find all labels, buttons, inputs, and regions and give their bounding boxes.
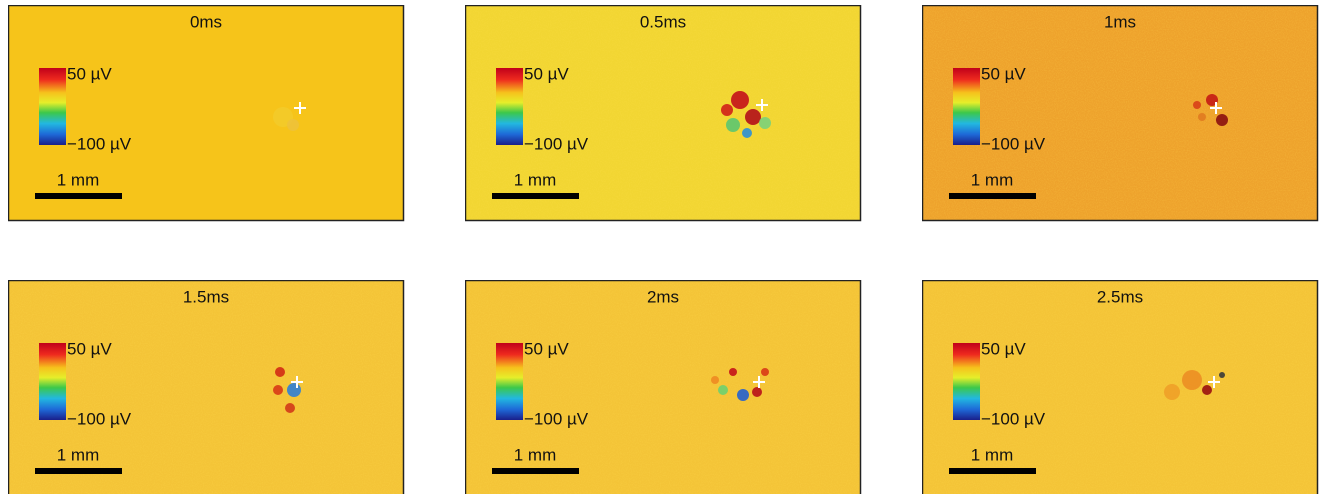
stimulus-marker — [294, 102, 306, 114]
scale-bar-label: 1 mm — [57, 170, 100, 189]
colorbar-min-label: −100 µV — [67, 134, 132, 153]
heatmap-noise — [922, 5, 1318, 221]
colorbar-min-label: −100 µV — [524, 409, 589, 428]
heatmap-noise — [465, 280, 861, 494]
colorbar-min-label: −100 µV — [524, 134, 589, 153]
heatmap-noise — [922, 280, 1318, 494]
colorbar-max-label: 50 µV — [524, 64, 569, 83]
activity-spot — [1219, 372, 1225, 378]
panel-title: 1.5ms — [183, 287, 229, 306]
activity-spot — [721, 104, 733, 116]
activity-spot — [729, 368, 737, 376]
activity-spot — [273, 385, 283, 395]
scale-bar — [492, 193, 579, 199]
colorbar-max-label: 50 µV — [981, 64, 1026, 83]
activity-spot — [726, 118, 740, 132]
activity-spot — [737, 389, 749, 401]
colorbar-max-label: 50 µV — [524, 339, 569, 358]
panel: 1ms 50 µV −100 µV 1 mm — [922, 5, 1319, 222]
activity-spot — [1216, 114, 1228, 126]
heatmap-noise — [8, 280, 404, 494]
colorbar-max-label: 50 µV — [981, 339, 1026, 358]
scale-bar — [492, 468, 579, 474]
stimulus-marker — [1210, 102, 1222, 114]
colorbar-min-label: −100 µV — [981, 134, 1046, 153]
scale-bar-label: 1 mm — [57, 445, 100, 464]
panel: 1.5ms 50 µV −100 µV 1 mm — [8, 280, 405, 494]
scale-bar-label: 1 mm — [971, 445, 1014, 464]
activity-spot — [1182, 370, 1202, 390]
panel-title: 0ms — [190, 12, 222, 31]
panel-title: 2.5ms — [1097, 287, 1143, 306]
colorbar — [39, 68, 66, 145]
colorbar — [496, 343, 523, 420]
panel: 0.5ms 50 µV −100 µV 1 mm — [465, 5, 862, 222]
activity-spot — [287, 119, 299, 131]
activity-spot — [1193, 101, 1201, 109]
colorbar-max-label: 50 µV — [67, 339, 112, 358]
activity-spot — [742, 128, 752, 138]
panel-title: 0.5ms — [640, 12, 686, 31]
scale-bar-label: 1 mm — [971, 170, 1014, 189]
stimulus-marker — [1208, 376, 1220, 388]
stimulus-marker — [753, 376, 765, 388]
panel-border — [465, 5, 862, 222]
colorbar-max-label: 50 µV — [67, 64, 112, 83]
scale-bar — [35, 193, 122, 199]
panel-border — [922, 5, 1319, 222]
colorbar — [496, 68, 523, 145]
activity-spot — [761, 368, 769, 376]
scale-bar-label: 1 mm — [514, 170, 557, 189]
activity-spot — [759, 117, 771, 129]
heatmap-background — [8, 5, 404, 221]
panel-border — [465, 280, 862, 494]
colorbar — [39, 343, 66, 420]
panel: 2ms 50 µV −100 µV 1 mm — [465, 280, 862, 494]
activity-spot — [711, 376, 719, 384]
panel-border — [8, 280, 405, 494]
heatmap-noise — [465, 5, 861, 221]
panel-border — [922, 280, 1319, 494]
panel: 0ms 50 µV −100 µV 1 mm — [8, 5, 405, 222]
activity-spot — [752, 387, 762, 397]
panel-title: 1ms — [1104, 12, 1136, 31]
activity-spot — [745, 109, 761, 125]
activity-spot — [275, 367, 285, 377]
panel-title: 2ms — [647, 287, 679, 306]
scale-bar — [35, 468, 122, 474]
panel-border — [8, 5, 405, 222]
stimulus-marker — [756, 99, 768, 111]
scale-bar — [949, 193, 1036, 199]
scale-bar-label: 1 mm — [514, 445, 557, 464]
stimulus-marker — [291, 376, 303, 388]
colorbar — [953, 68, 980, 145]
activity-spot — [1164, 384, 1180, 400]
activity-spot — [1202, 385, 1212, 395]
scale-bar — [949, 468, 1036, 474]
activity-spot — [1198, 113, 1206, 121]
activity-spot — [731, 91, 749, 109]
activity-spot — [285, 403, 295, 413]
colorbar — [953, 343, 980, 420]
colorbar-min-label: −100 µV — [67, 409, 132, 428]
activity-spot — [718, 385, 728, 395]
colorbar-min-label: −100 µV — [981, 409, 1046, 428]
panel: 2.5ms 50 µV −100 µV 1 mm — [922, 280, 1319, 494]
activity-spot — [287, 383, 301, 397]
